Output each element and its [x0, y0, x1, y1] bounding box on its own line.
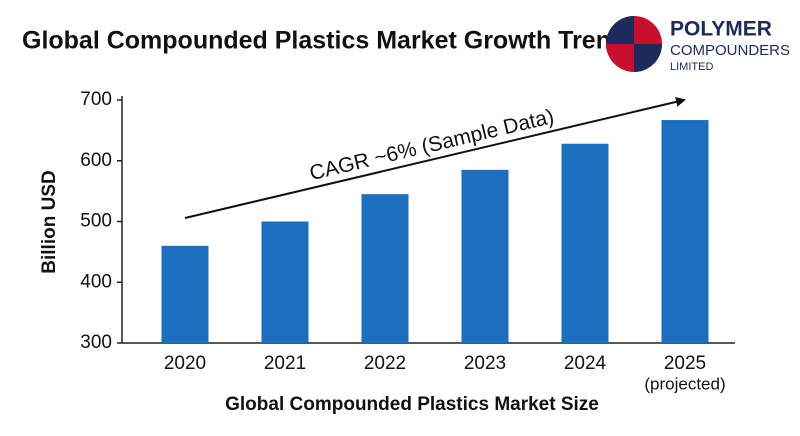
bar: [561, 143, 609, 343]
bar: [361, 194, 409, 343]
x-tick-sublabel: (projected): [644, 374, 725, 393]
x-tick-label: 2020: [164, 353, 206, 374]
logo-text: COMPOUNDERS: [670, 42, 790, 59]
chart-title: Global Compounded Plastics Market Growth…: [22, 27, 626, 55]
x-tick-label: 2021: [264, 353, 306, 374]
bar: [261, 221, 309, 343]
y-axis-label: Billion USD: [39, 170, 60, 273]
y-tick-label: 300: [80, 332, 112, 353]
x-axis-label: Global Compounded Plastics Market Size: [225, 394, 599, 415]
x-tick-label: 2024: [564, 353, 607, 374]
x-tick-label: 2022: [364, 353, 406, 374]
x-tick-label: 2025: [664, 353, 706, 374]
y-tick-label: 600: [80, 150, 112, 171]
bar: [461, 169, 509, 343]
logo-text: LIMITED: [670, 61, 713, 73]
bar: [161, 245, 209, 343]
logo-text: POLYMER: [670, 18, 772, 41]
annotation: CAGR ~6% (Sample Data): [307, 105, 556, 185]
trend-arrow: [184, 96, 686, 219]
y-tick-label: 400: [80, 271, 112, 292]
x-tick-label: 2023: [464, 353, 506, 374]
y-tick-label: 500: [80, 211, 112, 232]
logo: POLYMER COMPOUNDERS LIMITED: [606, 16, 790, 73]
y-tick-label: 700: [80, 89, 112, 110]
bar: [661, 120, 709, 343]
